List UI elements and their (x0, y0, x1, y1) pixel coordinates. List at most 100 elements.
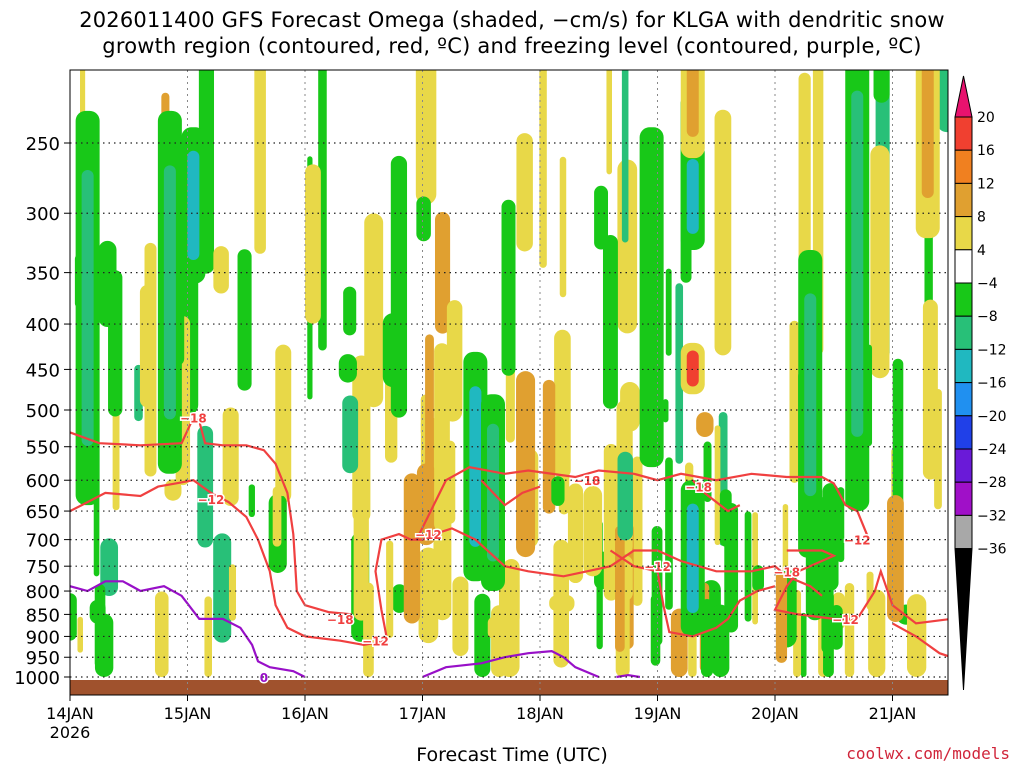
colorbar-label: 4 (977, 243, 986, 259)
omega-shade (390, 155, 408, 418)
colorbar-top-arrow (954, 75, 973, 118)
omega-shade (892, 358, 904, 513)
colorbar-segment (954, 481, 973, 516)
omega-shade (870, 145, 890, 379)
omega-shade (112, 386, 120, 511)
y-tick-label: 250 (26, 134, 60, 155)
omega-shade (416, 196, 431, 242)
contour-label: −18 (685, 481, 712, 495)
omega-shade (343, 286, 357, 336)
y-tick-label: 850 (26, 605, 60, 626)
omega-shade (662, 399, 669, 423)
contour-label: −12 (198, 493, 225, 507)
omega-shade (844, 582, 855, 677)
omega-shade (696, 412, 714, 438)
colorbar-label: −32 (977, 508, 1007, 524)
omega-shade (665, 268, 672, 356)
omega-shade (77, 616, 83, 653)
omega-shade (868, 589, 886, 677)
omega-shade (714, 109, 732, 356)
omega-shade (364, 213, 384, 408)
y-tick-label: 300 (26, 204, 60, 225)
omega-shade (213, 246, 229, 294)
colorbar-label: 8 (977, 210, 986, 226)
omega-shade-core (469, 386, 482, 547)
omega-shade (567, 483, 584, 584)
omega-shade (789, 320, 800, 483)
omega-shade-core (804, 293, 817, 497)
omega-shade (501, 199, 516, 376)
omega-shade (434, 211, 451, 334)
omega-shade (602, 234, 618, 409)
omega-shade (516, 371, 536, 558)
omega-shade (822, 483, 839, 591)
y-tick-label: 600 (26, 471, 60, 492)
colorbar-bottom-arrow (954, 548, 973, 691)
y-tick-label: 900 (26, 627, 60, 648)
freezing-level-contour (616, 673, 641, 679)
omega-shade (228, 564, 237, 621)
colorbar-label: −20 (977, 409, 1007, 425)
omega-shade-core (921, 70, 934, 199)
omega-shade (363, 582, 374, 677)
omega-shade (617, 451, 633, 541)
omega-shade (154, 591, 169, 677)
x-tick-label: 14JAN (46, 704, 94, 723)
omega-shade (222, 407, 239, 507)
omega-shade (452, 576, 469, 656)
omega-shade (719, 489, 732, 547)
omega-shade (446, 300, 463, 416)
x-tick-year-label: 2026 (50, 723, 91, 742)
x-tick-label: 19JAN (634, 704, 682, 723)
y-tick-label: 450 (26, 360, 60, 381)
omega-shade (665, 457, 673, 610)
omega-shade (237, 249, 252, 391)
colorbar-label: 16 (977, 143, 995, 159)
colorbar-label: −28 (977, 475, 1007, 491)
x-tick-label: 21JAN (869, 704, 917, 723)
site-credit[interactable]: coolwx.com/models (846, 744, 1010, 763)
omega-shade (248, 484, 255, 517)
omega-shade (922, 299, 938, 480)
colorbar-label: −8 (977, 309, 998, 325)
omega-shade-core (645, 178, 658, 417)
omega-shade (837, 487, 845, 563)
y-tick-label: 750 (26, 557, 60, 578)
contour-label: −12 (644, 560, 671, 574)
x-tick-label: 15JAN (164, 704, 212, 723)
omega-shade (213, 533, 232, 643)
colorbar-segment (954, 149, 973, 184)
omega-shade-core (686, 70, 699, 137)
omega-shade-core (851, 90, 864, 437)
omega-shade (620, 382, 640, 432)
x-tick-label: 20JAN (751, 704, 799, 723)
omega-shade (551, 476, 565, 506)
y-tick-label: 400 (26, 315, 60, 336)
dgz-contour-minus12 (773, 549, 948, 625)
omega-shade (583, 486, 603, 577)
omega-shade (821, 566, 834, 654)
omega-shade-core (163, 165, 176, 420)
y-tick-label: 550 (26, 438, 60, 459)
y-tick-label: 1000 (14, 668, 60, 689)
contour-label: −18 (180, 412, 207, 426)
colorbar-label: 20 (977, 110, 995, 126)
colorbar-label: 12 (977, 176, 995, 192)
y-tick-label: 500 (26, 401, 60, 422)
omega-shade (403, 473, 421, 624)
omega-shade (873, 70, 890, 103)
colorbar-segment (954, 249, 973, 284)
dgz-contour-minus12 (70, 479, 306, 638)
dgz-contour-minus12 (891, 622, 948, 658)
omega-shade (934, 389, 942, 510)
omega-shade (752, 565, 765, 592)
omega-shade (651, 526, 663, 646)
surface-ground (70, 680, 948, 695)
colorbar-label: −4 (977, 276, 998, 292)
omega-shade (305, 164, 321, 324)
omega-shade (703, 441, 712, 502)
colorbar-label: −16 (977, 376, 1007, 392)
x-tick-label: 18JAN (516, 704, 564, 723)
y-tick-label: 650 (26, 502, 60, 523)
omega-shade (539, 70, 547, 268)
